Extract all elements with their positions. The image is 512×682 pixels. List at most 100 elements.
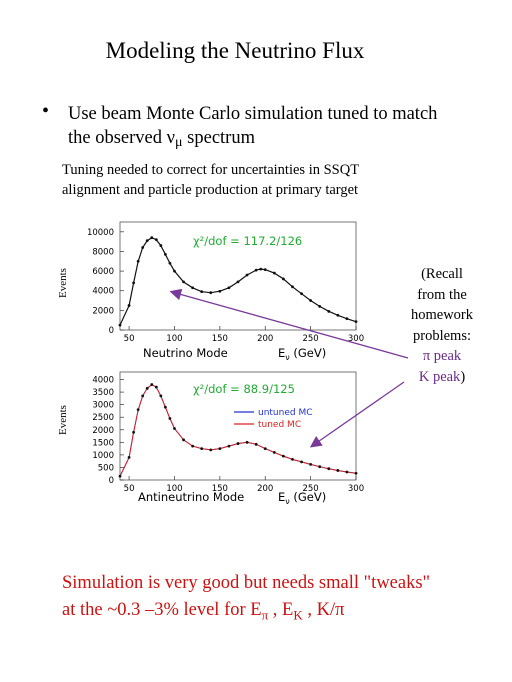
legend-untuned-label: untuned MC: [258, 408, 313, 418]
antineutrino-data-point-5: [145, 386, 149, 390]
antineutrino-data-point-14: [200, 447, 204, 451]
antineutrino-data-point-30: [345, 470, 349, 474]
antineutrino-data-point-20: [254, 442, 258, 446]
neutrino-data-point-2: [132, 281, 136, 285]
neutrino-data-point-14: [200, 290, 204, 294]
antineutrino-xlabel-unit: (GeV): [290, 490, 326, 504]
neutrino-data-point-13: [191, 286, 195, 290]
recall-k-peak: K peak: [418, 368, 461, 385]
antineutrino-data-point-28: [327, 467, 331, 471]
neutrino-x-tick-label-4: 250: [302, 334, 318, 344]
neutrino-data-point-30: [336, 313, 340, 317]
mu-subscript: μ: [175, 135, 183, 150]
antineutrino-xlabel-main: E: [278, 490, 285, 504]
neutrino-data-point-25: [291, 285, 294, 289]
antineutrino-data-point-27: [318, 465, 322, 469]
antineutrino-ylabel: Events: [57, 405, 69, 435]
neutrino-data-point-23: [272, 271, 276, 275]
neutrino-x-tick-label-0: 50: [124, 334, 135, 344]
antineutrino-x-tick-label-0: 50: [124, 484, 135, 494]
neutrino-y-tick-label-0: 0: [109, 326, 114, 336]
neutrino-data-point-29: [327, 309, 331, 313]
neutrino-data-point-24: [281, 277, 285, 281]
neutrino-xlabel-sub: ν: [285, 353, 290, 362]
neutrino-xlabel-unit: (GeV): [290, 346, 326, 360]
conclusion-text: Simulation is very good but needs small …: [62, 570, 502, 629]
bullet-marker: •: [42, 100, 50, 122]
recall-k-peak-line: K peak): [392, 367, 492, 388]
recall-note: (Recall from the homework problems: π pe…: [392, 264, 492, 387]
neutrino-data-point-1: [127, 304, 131, 307]
slide-title: Modeling the Neutrino Flux: [105, 38, 365, 63]
conclusion-mid: , E: [268, 600, 294, 620]
recall-line-3: homework: [410, 307, 473, 323]
antineutrino-data-point-31: [354, 471, 358, 475]
neutrino-data-point-17: [227, 286, 231, 290]
antineutrino-data-point-26: [309, 463, 313, 466]
neutrino-data-point-9: [163, 253, 167, 256]
antineutrino-data-point-1: [127, 455, 131, 459]
neutrino-y-ticks: 0 2000 4000 6000 8000 10000: [87, 228, 124, 336]
neutrino-chi2-label: χ²/dof = 117.2/126: [193, 234, 302, 248]
neutrino-data-point-28: [318, 305, 322, 308]
antineutrino-y-tick-label-0: 0: [109, 476, 114, 486]
neutrino-data-point-7: [154, 238, 158, 242]
nu-symbol: ν: [166, 128, 176, 148]
antineutrino-y-tick-label-3: 1500: [92, 438, 114, 448]
antineutrino-y-tick-label-1: 500: [98, 463, 114, 473]
bullet-line-2-pre: the observed: [68, 128, 167, 148]
neutrino-data-point-11: [173, 269, 176, 273]
antineutrino-data-point-13: [191, 444, 195, 448]
conclusion-pi-subscript: π: [261, 607, 269, 623]
neutrino-y-tick-label-4: 8000: [92, 247, 114, 257]
note-line-1: Tuning needed to correct for uncertainti…: [62, 162, 360, 178]
antineutrino-data-point-8: [159, 394, 163, 398]
antineutrino-data-point-22: [272, 450, 276, 454]
recall-pi-peak: π peak: [422, 348, 462, 364]
neutrino-y-tick-label-1: 2000: [92, 306, 114, 316]
antineutrino-mode-label: Antineutrino Mode: [138, 490, 244, 504]
antineutrino-x-tick-label-2: 150: [212, 484, 228, 494]
neutrino-data-point-32: [354, 320, 358, 324]
antineutrino-data-points: [118, 383, 358, 478]
neutrino-data-point-19: [245, 273, 249, 277]
neutrino-plot-frame: [119, 221, 357, 331]
antineutrino-untuned-line: [119, 383, 357, 477]
neutrino-x-tick-label-2: 150: [212, 334, 228, 344]
neutrino-data-point-27: [309, 299, 313, 302]
antineutrino-data-point-3: [136, 408, 140, 412]
antineutrino-data-point-4: [141, 394, 145, 398]
antineutrino-data-point-0: [118, 474, 122, 478]
neutrino-data-point-20: [254, 268, 258, 272]
neutrino-x-tick-label-5: 300: [348, 334, 364, 344]
antineutrino-y-tick-label-2: 1000: [92, 451, 114, 461]
neutrino-xlabel-main: E: [278, 346, 285, 360]
neutrino-x-ticks: 50 100 150 200 250 300: [124, 326, 364, 344]
neutrino-x-tick-label-1: 100: [166, 334, 182, 344]
antineutrino-data-point-15: [209, 448, 213, 452]
neutrino-mode-label: Neutrino Mode: [143, 346, 228, 360]
antineutrino-chart: Events 05001000150020002500300035004000 …: [57, 371, 364, 506]
antineutrino-data-point-7: [154, 385, 158, 389]
neutrino-y-tick-label-2: 4000: [92, 287, 114, 297]
conclusion-k-subscript: K: [293, 607, 303, 623]
antineutrino-data-point-10: [168, 417, 172, 420]
recall-line-1: (Recall: [421, 266, 463, 282]
antineutrino-data-point-29: [336, 469, 340, 472]
antineutrino-x-tick-label-3: 200: [257, 484, 273, 494]
antineutrino-data-point-12: [182, 438, 185, 442]
antineutrino-y-tick-label-4: 2000: [92, 426, 114, 436]
neutrino-data-point-0: [118, 323, 122, 327]
neutrino-data-points: [118, 236, 358, 327]
conclusion-line-1: Simulation is very good but needs small …: [62, 573, 431, 593]
antineutrino-plot-frame: [119, 371, 357, 481]
antineutrino-data-point-19: [245, 440, 249, 444]
antineutrino-data-point-23: [281, 454, 285, 458]
antineutrino-x-ticks: 50 100 150 200 250 300: [124, 476, 364, 494]
neutrino-data-point-18: [236, 280, 240, 284]
bullet-line-2: the observed νμ spectrum: [68, 126, 498, 155]
antineutrino-data-point-18: [236, 442, 240, 445]
antineutrino-y-ticks: 0 500 1000 1500 2000 2500 3000 3500 4000: [92, 376, 124, 486]
pi-peak-arrow: [169, 288, 409, 359]
